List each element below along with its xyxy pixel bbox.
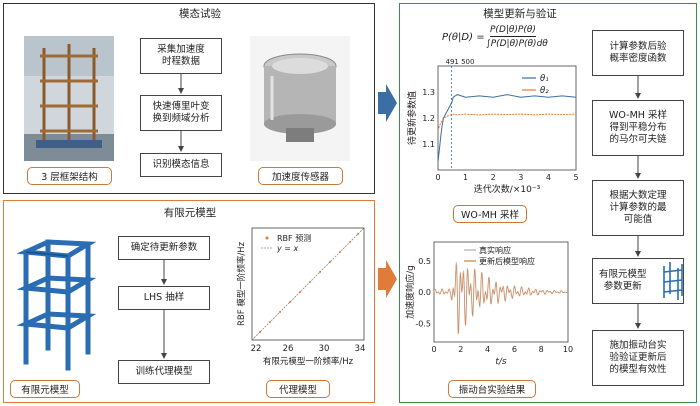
xtick: 22 [251,344,262,354]
xtick: 30 [319,344,330,354]
frame-photo [24,36,114,161]
fe-model-panel [3,200,375,403]
surrogate-ylabel: RBF 模型一阶频率/Hz [236,241,247,326]
modal-step-1: 采集加速度 时程数据 [140,38,222,74]
legend-rbf: RBF 预测 [277,233,311,243]
shake-ytick: -0.5 [415,319,431,328]
modal-test-panel [3,3,375,194]
modal-step-2: 快速傅里叶变 换到频域分析 [140,95,222,131]
fe-caption: 有限元模型 [10,380,80,398]
shake-xtick: 10 [563,345,573,354]
trace-series-1 [437,94,577,163]
fe-model-sketch [16,239,97,371]
shake-series-2 [433,264,569,335]
update-step-2: WO-MH 采样 得到平稳分布 的马尔可夫链 [592,100,684,156]
update-step-1: 计算参数后验 概率密度函数 [592,30,684,76]
trace-legend-label: θ₁ [540,74,549,84]
shake-xtick: 2 [458,345,463,354]
frame-icon [663,262,683,300]
modal-test-title: 模态试验 [179,8,221,20]
shake-legend-label: 真实响应 [479,245,511,255]
trace-legend-label: θ₂ [540,86,549,96]
legend-yx: y = x [276,244,299,253]
sensor-caption: 加速度传感器 [258,167,343,185]
trace-axes [437,65,577,171]
shake-caption: 振动台实验结果 [448,380,536,398]
shake-ylabel: 加速度响应/g [404,265,416,319]
sensor-photo [250,36,350,161]
update-panel [399,3,697,403]
shake-legend-label: 更新后模型响应 [479,256,535,266]
surrogate-caption: 代理模型 [266,380,330,398]
update-step-4: 有限元模型 参数更新 [592,258,684,304]
trace-xlabel: 迭代次数/×10⁻³ [474,183,541,195]
shake-xtick: 0 [431,345,436,354]
trace-xtick: 0 [435,173,440,182]
modal-step-3: 识别模态信息 [140,153,222,177]
xtick: 26 [283,344,294,354]
panel-arrow-bottom [378,260,397,298]
shake-xlabel: t/s [495,357,507,367]
frame-caption: 3 层框架结构 [27,167,112,185]
shake-xtick: 8 [539,345,544,354]
rbf-legend [261,236,273,249]
fe-step-3: 训练代理模型 [118,360,210,384]
fe-step-2: LHS 抽样 [118,286,210,310]
shake-xtick: 6 [512,345,517,354]
shake-ytick: 0.5 [418,257,431,266]
trace-xtick: 5 [573,173,578,182]
trace-xtick: 4 [546,173,551,182]
posterior-formula-num: P(D|θ)P(θ) [490,25,536,37]
trace-xtick: 2 [491,173,496,182]
posterior-formula-den: ∫P(D|θ)P(θ)dθ [486,39,548,49]
trace-ytick: 1.2 [422,114,435,123]
trace-xtick: 1 [463,173,468,182]
trace-plot: θ₁ θ₂ 491 500 0 1 2 3 4 5 1.1 1.2 1.3 迭代次数/×10⁻³ 待更新参… [406,58,579,195]
surrogate-plot: RBF 预测 y = x 22 26 30 34 有限元模型一阶频率/Hz RB… [236,227,366,367]
burn-in-annotation: 491 500 [446,58,475,66]
rbf-points [259,233,359,333]
fe-model-title: 有限元模型 [163,207,217,219]
fe-step-1: 确定待更新参数 [118,236,210,260]
panel-arrow-top [378,84,397,122]
shake-xtick: 4 [485,345,490,354]
trace-ylabel: 待更新参数值 [406,91,418,145]
mcmc-caption: WO-MH 采样 [453,205,527,223]
update-step-3: 根据大数定理 计算参数的最 可能值 [592,180,684,236]
shake-ytick: 0.0 [418,288,431,297]
trace-series-2 [437,113,577,132]
xtick: 34 [355,344,366,354]
posterior-formula-lhs: P(θ|D) = [442,32,485,43]
update-step-5: 施加振动台实 验验证更新后 的模型有效性 [592,330,684,386]
update-title: 模型更新与验证 [483,8,557,20]
surrogate-xlabel: 有限元模型一阶频率/Hz [263,356,354,367]
trace-xtick: 3 [518,173,523,182]
trace-ytick: 1.1 [422,140,435,149]
trace-ytick: 1.3 [422,88,435,97]
